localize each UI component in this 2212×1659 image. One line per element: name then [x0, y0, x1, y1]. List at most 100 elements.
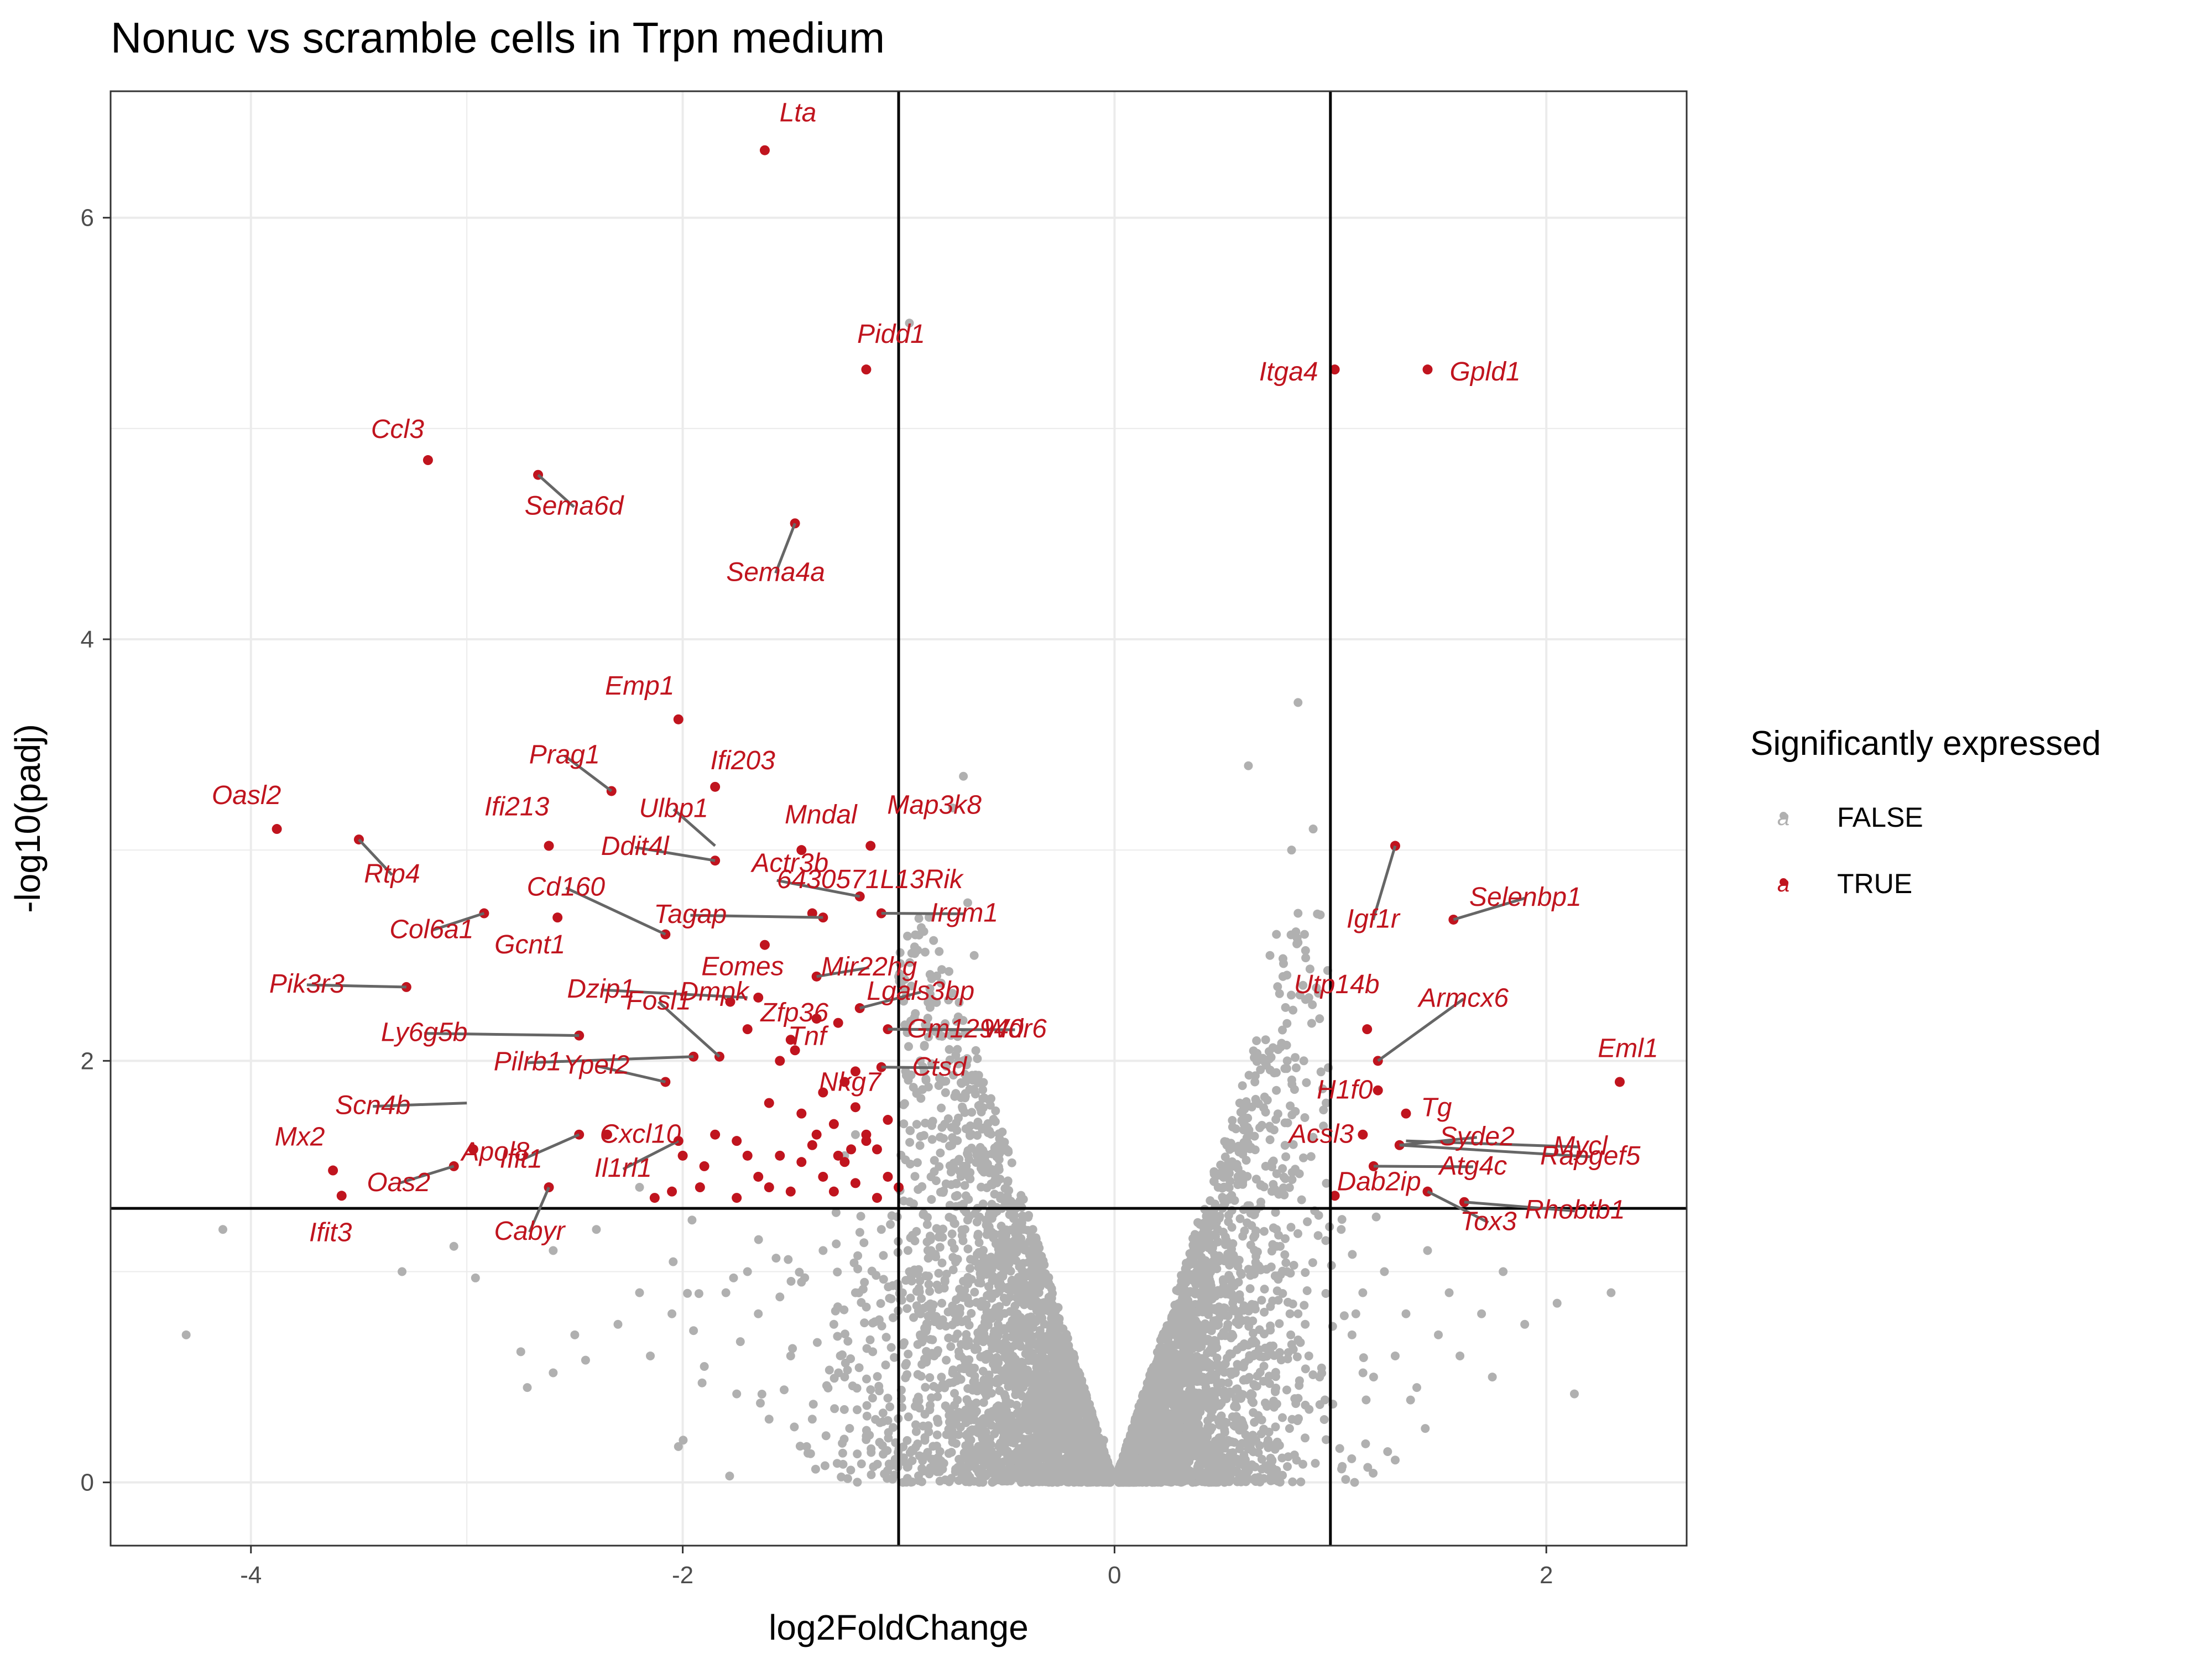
data-point-nonsig — [1290, 1085, 1299, 1094]
data-point-nonsig — [1322, 1178, 1331, 1188]
data-point-nonsig — [921, 1076, 931, 1085]
data-point-nonsig — [1280, 1064, 1290, 1073]
data-point-nonsig — [1237, 1270, 1246, 1279]
data-point-nonsig — [857, 1459, 866, 1469]
data-point-nonsig — [950, 1164, 959, 1173]
data-point-nonsig — [860, 1277, 869, 1287]
data-point-nonsig — [1224, 1378, 1233, 1387]
data-point-nonsig — [946, 1031, 956, 1040]
data-point-nonsig — [948, 1265, 958, 1275]
data-point-nonsig — [1358, 1368, 1368, 1378]
data-point-nonsig — [1003, 1176, 1013, 1186]
data-point-nonsig — [1229, 1303, 1238, 1313]
data-point-nonsig — [1016, 1261, 1026, 1271]
data-point-nonsig — [982, 1150, 991, 1160]
data-point-nonsig — [795, 1442, 805, 1451]
data-point-nonsig — [1276, 1355, 1286, 1365]
data-point-nonsig — [904, 1349, 913, 1359]
data-point-nonsig — [1280, 1141, 1290, 1150]
data-point-nonsig — [922, 1220, 932, 1229]
data-point-nonsig — [1268, 1240, 1277, 1249]
data-point-nonsig — [854, 1363, 864, 1373]
data-point-nonsig — [925, 1469, 934, 1479]
data-point-nonsig — [961, 1191, 971, 1201]
data-point-nonsig — [927, 1393, 936, 1402]
data-point-nonsig — [1198, 1355, 1207, 1365]
data-point-nonsig — [884, 1433, 893, 1443]
data-point-nonsig — [808, 1400, 818, 1409]
data-point-nonsig — [1207, 1407, 1216, 1416]
data-point-nonsig — [921, 1383, 930, 1392]
data-point-nonsig — [1251, 1436, 1261, 1445]
data-point-nonsig — [756, 1399, 765, 1408]
data-point-nonsig — [934, 1269, 943, 1278]
data-point-nonsig — [958, 1102, 967, 1112]
data-point-nonsig — [900, 985, 910, 995]
data-point-nonsig — [843, 1474, 852, 1483]
data-point-nonsig — [967, 1275, 976, 1284]
data-point-nonsig — [853, 1478, 862, 1487]
data-point-nonsig — [1298, 1459, 1307, 1469]
data-point-nonsig — [885, 1402, 895, 1411]
data-point-nonsig — [811, 1464, 820, 1474]
data-point-nonsig — [1006, 1256, 1015, 1265]
data-point-nonsig — [946, 1342, 956, 1351]
data-point-nonsig — [884, 1459, 894, 1469]
data-point-nonsig — [890, 1353, 899, 1362]
data-point-nonsig — [1303, 1217, 1312, 1227]
data-point-nonsig — [922, 1319, 931, 1328]
data-point-nonsig — [1391, 1455, 1400, 1465]
data-point-nonsig — [971, 1343, 980, 1353]
data-point-nonsig — [1225, 1193, 1234, 1202]
data-point-nonsig — [933, 1418, 943, 1427]
data-point-nonsig — [947, 1229, 957, 1239]
data-point-nonsig — [849, 1258, 859, 1267]
data-point-nonsig — [1280, 1250, 1290, 1259]
data-point-nonsig — [924, 1254, 933, 1263]
data-point-nonsig — [999, 1324, 1009, 1333]
data-point-nonsig — [878, 1408, 888, 1418]
data-point-nonsig — [937, 1258, 947, 1267]
data-point-nonsig — [941, 1077, 951, 1086]
data-point-nonsig — [964, 1441, 974, 1450]
data-point-nonsig — [1275, 1348, 1285, 1357]
data-point-nonsig — [928, 996, 938, 1005]
data-point-nonsig — [1018, 1391, 1027, 1401]
data-point-nonsig — [839, 1305, 849, 1314]
data-point-nonsig — [954, 998, 964, 1007]
data-point-nonsig — [1283, 1354, 1292, 1364]
data-point-nonsig — [1406, 1395, 1415, 1405]
data-point-nonsig — [979, 1324, 989, 1333]
data-point-nonsig — [906, 1293, 915, 1303]
data-point-nonsig — [990, 1117, 1000, 1126]
data-point-nonsig — [936, 978, 946, 988]
data-point-nonsig — [913, 1439, 922, 1448]
data-point-nonsig — [1288, 1005, 1298, 1015]
data-point-nonsig — [1295, 1381, 1304, 1390]
data-point-nonsig — [954, 1476, 963, 1485]
data-point-nonsig — [1292, 1352, 1302, 1361]
data-point-nonsig — [888, 1313, 898, 1322]
data-point-nonsig — [857, 1298, 866, 1307]
data-point-nonsig — [1210, 1395, 1219, 1404]
data-point-nonsig — [1267, 1158, 1277, 1167]
points-nonsignificant — [181, 319, 1616, 1487]
data-point-nonsig — [959, 1448, 969, 1458]
data-point-nonsig — [995, 1386, 1004, 1395]
data-point-nonsig — [1266, 1124, 1275, 1133]
data-point-nonsig — [848, 1381, 857, 1391]
data-point-nonsig — [972, 1217, 982, 1227]
data-point-nonsig — [876, 1299, 885, 1308]
data-point-nonsig — [832, 1239, 841, 1249]
data-point-nonsig — [953, 1136, 962, 1145]
data-point-nonsig — [963, 1244, 973, 1254]
data-point-nonsig — [867, 1470, 876, 1479]
data-point-nonsig — [1191, 1388, 1201, 1397]
data-point-nonsig — [1179, 1462, 1188, 1472]
data-point-nonsig — [1269, 1396, 1279, 1406]
data-point-nonsig — [935, 947, 944, 956]
data-point-nonsig — [1255, 1123, 1264, 1133]
data-point-nonsig — [1298, 980, 1308, 990]
data-point-nonsig — [998, 1128, 1007, 1136]
